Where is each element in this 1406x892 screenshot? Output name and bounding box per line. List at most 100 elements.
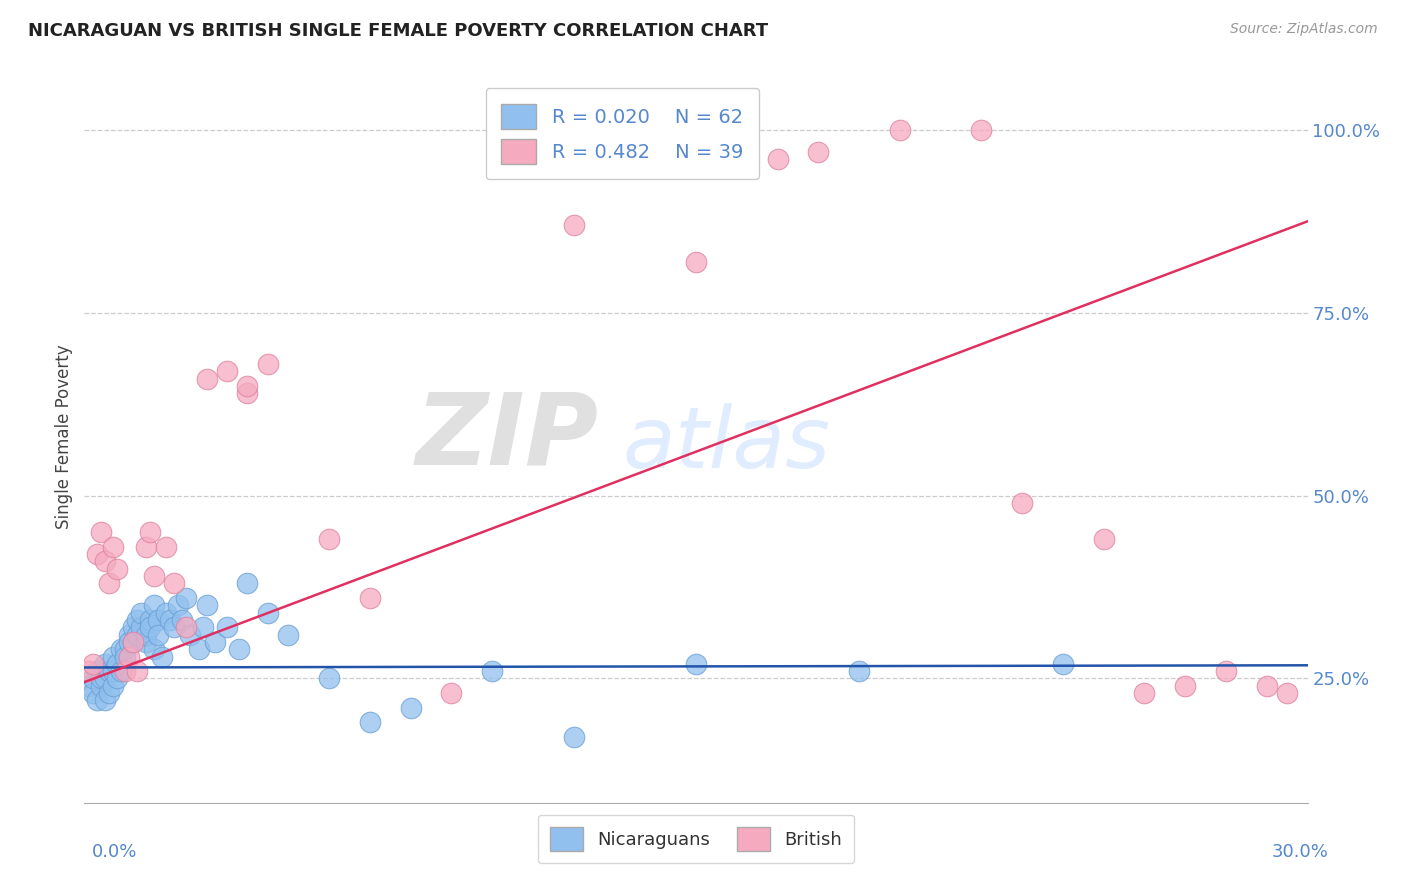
Nicaraguans xyxy=(257,606,280,620)
Text: ZIP: ZIP xyxy=(415,389,598,485)
British xyxy=(1174,679,1197,693)
Nicaraguans xyxy=(163,620,186,634)
British xyxy=(122,635,145,649)
Legend: Nicaraguans, British: Nicaraguans, British xyxy=(537,814,855,863)
Nicaraguans xyxy=(172,613,194,627)
British xyxy=(440,686,463,700)
Nicaraguans xyxy=(481,664,503,678)
British xyxy=(217,364,239,378)
British xyxy=(163,576,186,591)
British xyxy=(114,664,136,678)
Nicaraguans xyxy=(204,635,226,649)
British xyxy=(142,569,165,583)
Nicaraguans xyxy=(138,620,160,634)
British xyxy=(807,145,830,159)
Nicaraguans xyxy=(138,613,160,627)
Nicaraguans xyxy=(1052,657,1074,671)
Nicaraguans xyxy=(277,627,299,641)
Nicaraguans xyxy=(399,700,422,714)
Nicaraguans xyxy=(142,599,165,613)
Nicaraguans xyxy=(135,635,157,649)
British xyxy=(685,254,707,268)
Nicaraguans xyxy=(167,599,190,613)
Nicaraguans xyxy=(118,635,141,649)
Nicaraguans xyxy=(359,715,381,730)
Nicaraguans xyxy=(101,679,124,693)
Nicaraguans xyxy=(122,635,145,649)
Nicaraguans xyxy=(228,642,250,657)
British xyxy=(135,540,157,554)
British xyxy=(1092,533,1115,547)
Nicaraguans xyxy=(191,620,214,634)
British xyxy=(1133,686,1156,700)
British xyxy=(970,123,993,137)
Nicaraguans xyxy=(155,606,177,620)
Nicaraguans xyxy=(105,672,128,686)
British xyxy=(318,533,340,547)
Nicaraguans xyxy=(562,730,585,744)
British xyxy=(359,591,381,605)
Nicaraguans xyxy=(122,620,145,634)
British xyxy=(257,357,280,371)
British xyxy=(93,554,115,568)
Nicaraguans xyxy=(127,627,149,641)
Nicaraguans xyxy=(93,693,115,707)
British xyxy=(155,540,177,554)
British xyxy=(127,664,149,678)
British xyxy=(101,540,124,554)
Nicaraguans xyxy=(150,649,173,664)
Text: Source: ZipAtlas.com: Source: ZipAtlas.com xyxy=(1230,22,1378,37)
Nicaraguans xyxy=(110,664,132,678)
Nicaraguans xyxy=(318,672,340,686)
British xyxy=(138,525,160,540)
Nicaraguans xyxy=(86,664,108,678)
British xyxy=(236,386,259,401)
Nicaraguans xyxy=(848,664,870,678)
British xyxy=(86,547,108,561)
Nicaraguans xyxy=(118,627,141,641)
Nicaraguans xyxy=(159,613,181,627)
British xyxy=(1215,664,1237,678)
Text: atlas: atlas xyxy=(623,403,831,486)
Nicaraguans xyxy=(174,591,197,605)
Nicaraguans xyxy=(101,664,124,678)
Nicaraguans xyxy=(127,613,149,627)
Nicaraguans xyxy=(86,693,108,707)
Nicaraguans xyxy=(131,606,153,620)
Text: 0.0%: 0.0% xyxy=(91,843,136,861)
British xyxy=(1277,686,1299,700)
Nicaraguans xyxy=(97,686,120,700)
Nicaraguans xyxy=(90,672,112,686)
British xyxy=(889,123,911,137)
Nicaraguans xyxy=(131,620,153,634)
British xyxy=(77,664,100,678)
British xyxy=(1256,679,1278,693)
Y-axis label: Single Female Poverty: Single Female Poverty xyxy=(55,345,73,529)
Nicaraguans xyxy=(82,672,104,686)
British xyxy=(97,576,120,591)
Nicaraguans xyxy=(195,599,218,613)
Nicaraguans xyxy=(101,649,124,664)
Text: 30.0%: 30.0% xyxy=(1272,843,1329,861)
British xyxy=(1011,496,1033,510)
Nicaraguans xyxy=(142,642,165,657)
British xyxy=(195,371,218,385)
Nicaraguans xyxy=(114,642,136,657)
Text: NICARAGUAN VS BRITISH SINGLE FEMALE POVERTY CORRELATION CHART: NICARAGUAN VS BRITISH SINGLE FEMALE POVE… xyxy=(28,22,768,40)
Nicaraguans xyxy=(146,627,169,641)
Nicaraguans xyxy=(93,657,115,671)
British xyxy=(90,525,112,540)
Nicaraguans xyxy=(135,627,157,641)
Nicaraguans xyxy=(97,664,120,678)
Nicaraguans xyxy=(146,613,169,627)
British xyxy=(562,218,585,232)
British xyxy=(118,649,141,664)
British xyxy=(174,620,197,634)
Nicaraguans xyxy=(685,657,707,671)
British xyxy=(236,379,259,393)
Nicaraguans xyxy=(77,679,100,693)
Nicaraguans xyxy=(105,657,128,671)
Nicaraguans xyxy=(90,679,112,693)
Nicaraguans xyxy=(179,627,201,641)
Nicaraguans xyxy=(110,642,132,657)
